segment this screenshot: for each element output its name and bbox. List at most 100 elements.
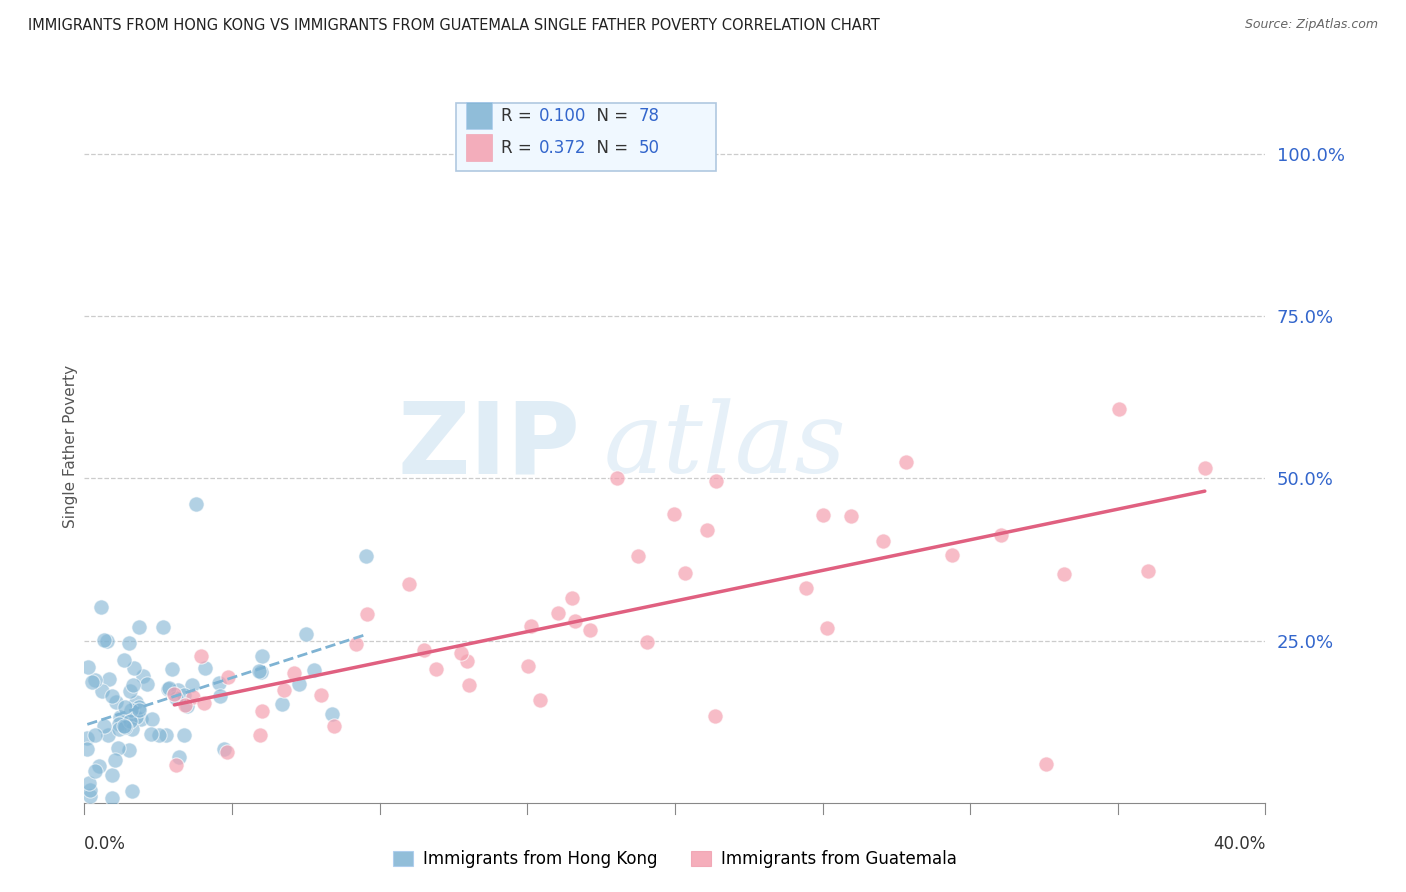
Text: R =: R = (502, 138, 537, 156)
Point (176, 699, 198, 714)
Point (294, 627, 316, 641)
Point (80, 674, 103, 689)
Point (696, 523, 718, 537)
Point (450, 646, 472, 660)
Point (516, 659, 538, 673)
Point (1194, 461, 1216, 475)
Point (872, 533, 894, 548)
Point (356, 607, 378, 622)
Point (184, 497, 207, 511)
Point (107, 717, 129, 731)
Point (636, 634, 658, 648)
Point (93, 633, 115, 648)
Point (112, 653, 135, 667)
Point (128, 620, 150, 634)
Point (120, 703, 142, 717)
Text: ZIP: ZIP (398, 398, 581, 494)
Point (167, 682, 190, 697)
Text: 40.0%: 40.0% (1213, 835, 1265, 854)
Text: 0.100: 0.100 (538, 107, 586, 125)
Point (811, 508, 834, 522)
Text: 0.0%: 0.0% (84, 835, 127, 854)
Point (250, 648, 273, 663)
Point (579, 623, 602, 637)
Point (519, 619, 541, 633)
Point (398, 577, 420, 591)
Point (215, 745, 238, 759)
Point (425, 662, 447, 676)
Point (128, 700, 150, 714)
Point (77, 660, 100, 674)
Point (673, 566, 696, 580)
Point (1052, 567, 1074, 582)
Point (100, 689, 122, 703)
Point (250, 665, 273, 679)
Point (96, 634, 118, 648)
Point (181, 677, 204, 691)
Point (173, 728, 195, 742)
Point (155, 728, 177, 742)
Point (564, 614, 586, 628)
Point (173, 688, 195, 702)
Point (79, 776, 101, 790)
Point (148, 728, 170, 742)
Point (90, 600, 112, 615)
Point (990, 528, 1012, 542)
Point (167, 750, 190, 764)
Point (79, 782, 101, 797)
FancyBboxPatch shape (465, 102, 492, 129)
Point (124, 709, 146, 723)
Point (128, 703, 150, 717)
Text: IMMIGRANTS FROM HONG KONG VS IMMIGRANTS FROM GUATEMALA SINGLE FATHER POVERTY COR: IMMIGRANTS FROM HONG KONG VS IMMIGRANTS … (28, 18, 880, 33)
Point (212, 741, 235, 756)
Point (249, 728, 271, 742)
Point (165, 757, 187, 772)
Point (839, 509, 862, 524)
Point (529, 693, 551, 707)
Point (98, 673, 121, 687)
Point (181, 690, 204, 705)
Point (114, 700, 136, 714)
Point (193, 696, 215, 710)
Point (208, 676, 231, 690)
Point (91, 684, 114, 698)
Point (273, 682, 295, 697)
Point (283, 666, 305, 681)
Point (704, 708, 727, 723)
Point (107, 740, 129, 755)
Point (217, 670, 239, 684)
Point (107, 723, 129, 737)
Point (136, 677, 159, 691)
Point (704, 475, 727, 489)
Text: Source: ZipAtlas.com: Source: ZipAtlas.com (1244, 18, 1378, 31)
Point (794, 581, 817, 595)
Point (79, 789, 101, 804)
Point (247, 664, 270, 678)
Point (302, 663, 325, 677)
Point (457, 678, 479, 692)
Text: atlas: atlas (605, 399, 846, 493)
Point (76, 742, 98, 756)
Point (84, 673, 107, 687)
Point (100, 790, 122, 805)
Point (76, 731, 98, 745)
Point (83, 764, 105, 778)
Point (354, 549, 377, 564)
Point (132, 669, 155, 683)
Point (1035, 756, 1057, 771)
Point (664, 507, 686, 521)
Text: N =: N = (586, 107, 634, 125)
Point (163, 687, 186, 701)
Point (165, 690, 187, 705)
Point (190, 648, 212, 663)
Point (561, 591, 583, 606)
Point (1136, 565, 1159, 579)
Point (209, 689, 232, 703)
Point (87, 759, 110, 773)
Point (101, 767, 124, 781)
Point (118, 714, 141, 728)
Y-axis label: Single Father Poverty: Single Father Poverty (63, 365, 77, 527)
Point (114, 720, 136, 734)
Point (157, 682, 180, 697)
Point (108, 710, 131, 724)
